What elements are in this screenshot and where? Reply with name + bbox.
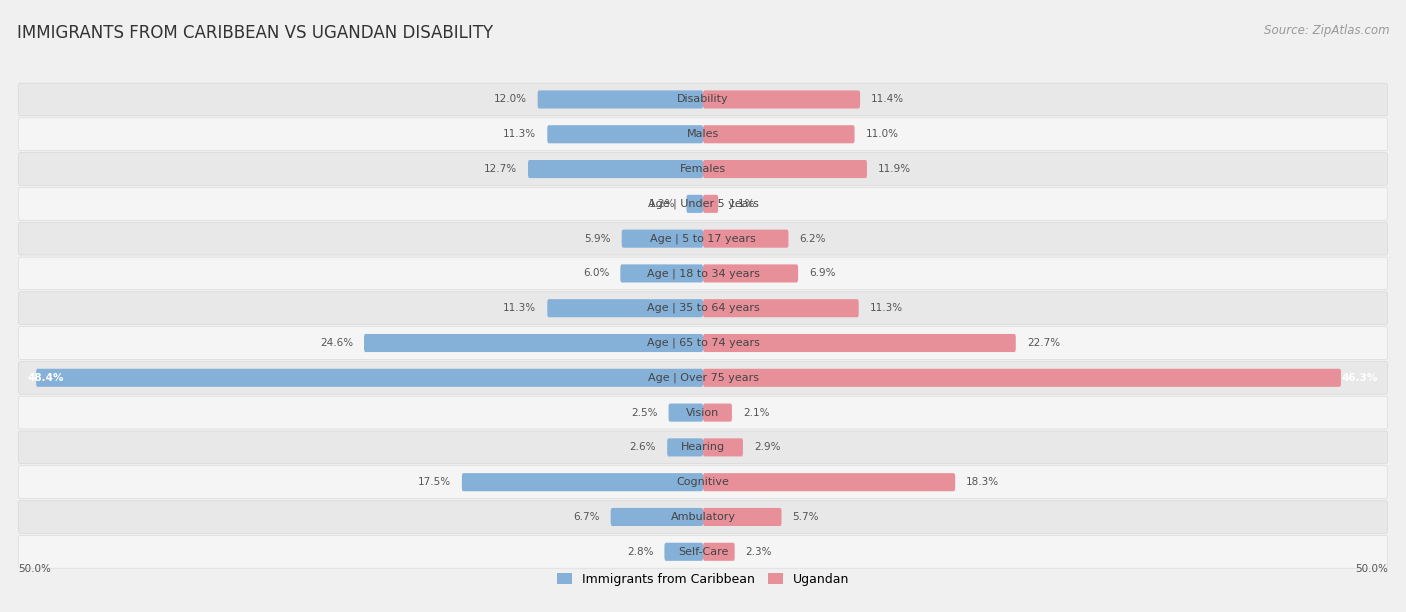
FancyBboxPatch shape (18, 396, 1388, 429)
FancyBboxPatch shape (665, 543, 703, 561)
Text: 2.1%: 2.1% (742, 408, 769, 417)
FancyBboxPatch shape (668, 438, 703, 457)
FancyBboxPatch shape (703, 438, 742, 457)
Text: 6.7%: 6.7% (574, 512, 599, 522)
Text: 11.4%: 11.4% (872, 94, 904, 105)
FancyBboxPatch shape (621, 230, 703, 248)
FancyBboxPatch shape (18, 118, 1388, 151)
FancyBboxPatch shape (537, 91, 703, 108)
Text: 50.0%: 50.0% (18, 564, 51, 574)
Text: 11.0%: 11.0% (866, 129, 898, 140)
Text: IMMIGRANTS FROM CARIBBEAN VS UGANDAN DISABILITY: IMMIGRANTS FROM CARIBBEAN VS UGANDAN DIS… (17, 24, 494, 42)
Text: Age | 5 to 17 years: Age | 5 to 17 years (650, 233, 756, 244)
FancyBboxPatch shape (18, 466, 1388, 499)
FancyBboxPatch shape (461, 473, 703, 491)
FancyBboxPatch shape (703, 334, 1015, 352)
Text: 6.0%: 6.0% (583, 269, 609, 278)
FancyBboxPatch shape (18, 187, 1388, 220)
Text: 6.9%: 6.9% (808, 269, 835, 278)
Text: Females: Females (681, 164, 725, 174)
FancyBboxPatch shape (364, 334, 703, 352)
FancyBboxPatch shape (18, 362, 1388, 394)
Text: Self-Care: Self-Care (678, 547, 728, 557)
Text: 5.9%: 5.9% (583, 234, 610, 244)
FancyBboxPatch shape (18, 83, 1388, 116)
FancyBboxPatch shape (703, 543, 735, 561)
FancyBboxPatch shape (18, 222, 1388, 255)
FancyBboxPatch shape (703, 125, 855, 143)
FancyBboxPatch shape (37, 369, 703, 387)
Text: Vision: Vision (686, 408, 720, 417)
FancyBboxPatch shape (18, 431, 1388, 464)
Text: 2.6%: 2.6% (630, 442, 657, 452)
Text: 18.3%: 18.3% (966, 477, 1000, 487)
FancyBboxPatch shape (703, 160, 868, 178)
Text: 22.7%: 22.7% (1026, 338, 1060, 348)
FancyBboxPatch shape (703, 403, 733, 422)
FancyBboxPatch shape (703, 195, 718, 213)
FancyBboxPatch shape (547, 299, 703, 317)
FancyBboxPatch shape (703, 91, 860, 108)
Text: 1.2%: 1.2% (650, 199, 675, 209)
FancyBboxPatch shape (18, 153, 1388, 185)
Text: 12.7%: 12.7% (484, 164, 517, 174)
Text: 48.4%: 48.4% (28, 373, 65, 382)
FancyBboxPatch shape (703, 230, 789, 248)
Text: 2.3%: 2.3% (745, 547, 772, 557)
Text: 11.9%: 11.9% (877, 164, 911, 174)
Text: Age | 65 to 74 years: Age | 65 to 74 years (647, 338, 759, 348)
FancyBboxPatch shape (610, 508, 703, 526)
FancyBboxPatch shape (620, 264, 703, 283)
FancyBboxPatch shape (18, 292, 1388, 324)
Text: Source: ZipAtlas.com: Source: ZipAtlas.com (1264, 24, 1389, 37)
Text: 24.6%: 24.6% (321, 338, 353, 348)
Text: 2.5%: 2.5% (631, 408, 658, 417)
Text: 11.3%: 11.3% (870, 303, 903, 313)
FancyBboxPatch shape (18, 327, 1388, 359)
Text: Age | 18 to 34 years: Age | 18 to 34 years (647, 268, 759, 278)
FancyBboxPatch shape (18, 257, 1388, 290)
Text: 11.3%: 11.3% (503, 303, 536, 313)
Text: 1.1%: 1.1% (730, 199, 755, 209)
Text: 46.3%: 46.3% (1341, 373, 1378, 382)
Text: 17.5%: 17.5% (418, 477, 451, 487)
Text: 2.8%: 2.8% (627, 547, 654, 557)
Legend: Immigrants from Caribbean, Ugandan: Immigrants from Caribbean, Ugandan (553, 568, 853, 591)
FancyBboxPatch shape (547, 125, 703, 143)
Text: 2.9%: 2.9% (754, 442, 780, 452)
Text: 6.2%: 6.2% (800, 234, 825, 244)
Text: 11.3%: 11.3% (503, 129, 536, 140)
Text: Age | Under 5 years: Age | Under 5 years (648, 199, 758, 209)
Text: 12.0%: 12.0% (494, 94, 527, 105)
FancyBboxPatch shape (18, 501, 1388, 533)
FancyBboxPatch shape (703, 299, 859, 317)
FancyBboxPatch shape (18, 536, 1388, 568)
Text: Ambulatory: Ambulatory (671, 512, 735, 522)
FancyBboxPatch shape (686, 195, 703, 213)
Text: Hearing: Hearing (681, 442, 725, 452)
FancyBboxPatch shape (703, 369, 1341, 387)
Text: Age | Over 75 years: Age | Over 75 years (648, 373, 758, 383)
Text: 5.7%: 5.7% (793, 512, 820, 522)
Text: Males: Males (688, 129, 718, 140)
Text: Cognitive: Cognitive (676, 477, 730, 487)
FancyBboxPatch shape (703, 508, 782, 526)
FancyBboxPatch shape (703, 473, 955, 491)
FancyBboxPatch shape (669, 403, 703, 422)
Text: Age | 35 to 64 years: Age | 35 to 64 years (647, 303, 759, 313)
FancyBboxPatch shape (703, 264, 799, 283)
Text: Disability: Disability (678, 94, 728, 105)
Text: 50.0%: 50.0% (1355, 564, 1388, 574)
FancyBboxPatch shape (529, 160, 703, 178)
